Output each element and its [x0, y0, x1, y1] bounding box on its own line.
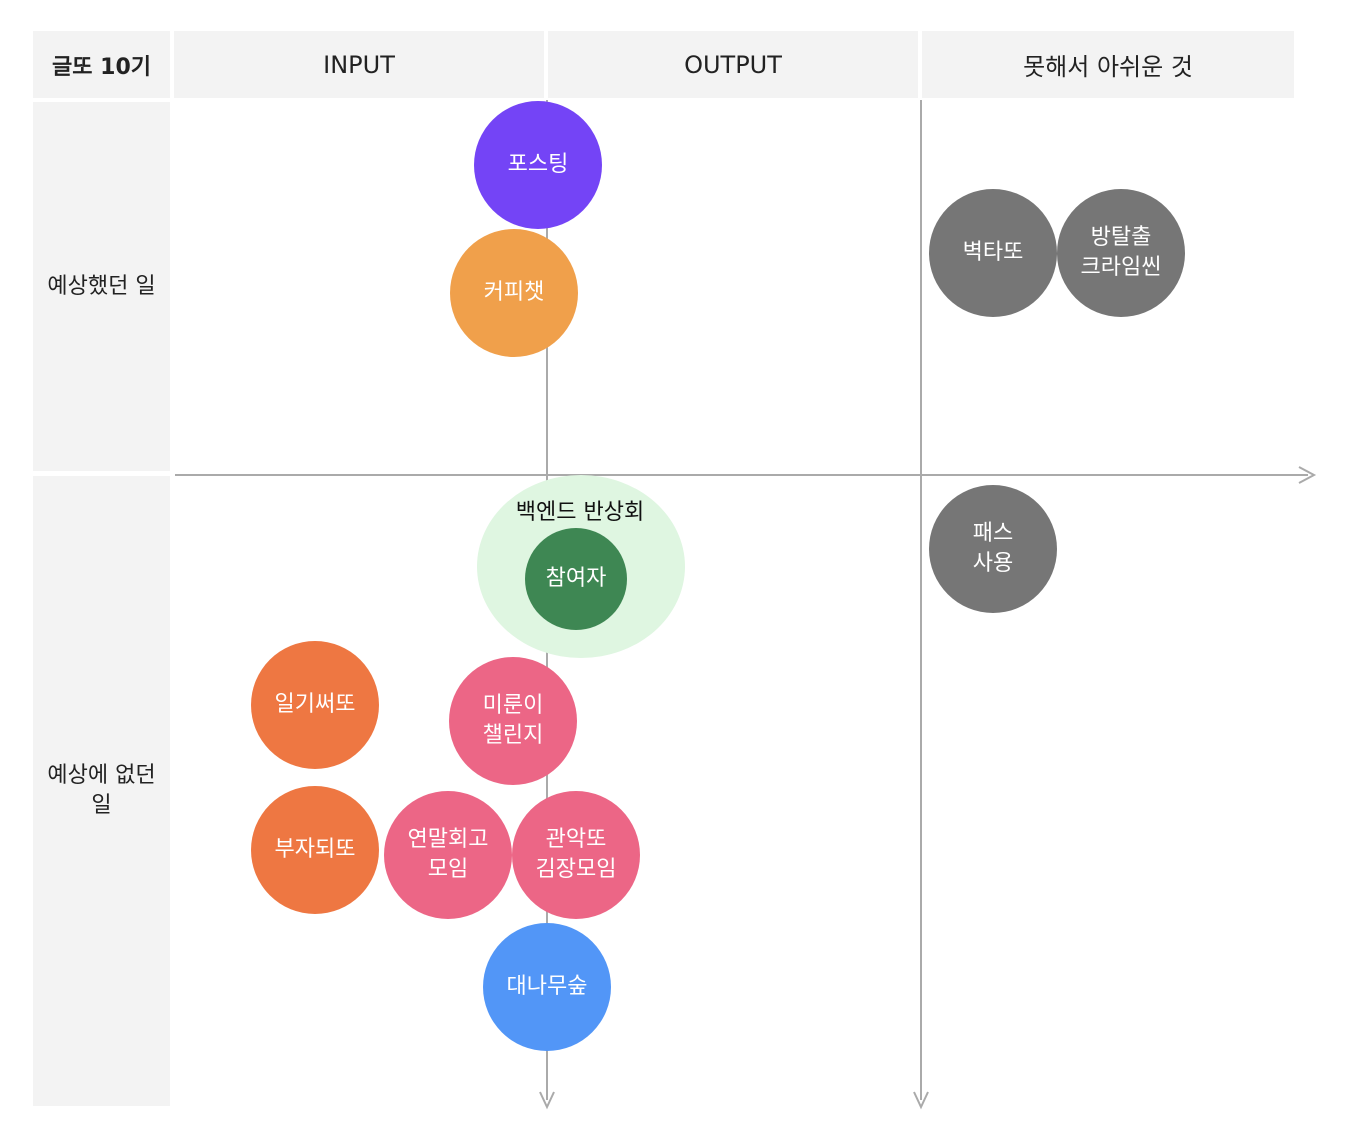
row-header-expected: 예상했던 일 [33, 102, 170, 471]
bubble-participant: 참여자 [525, 528, 627, 630]
bubble-gwanak-kimchi: 관악또 김장모임 [512, 791, 640, 919]
vertical-axis-input-arrow [539, 1091, 555, 1110]
corner-title: 글또 10기 [33, 31, 170, 98]
bubble-year-end-retro: 연말회고 모임 [384, 791, 512, 919]
horizontal-axis-arrow [1298, 466, 1317, 484]
bubble-rich: 부자되또 [251, 786, 379, 914]
bubble-procrastinator-challenge: 미룬이 챌린지 [449, 657, 577, 785]
bubble-diary: 일기써또 [251, 641, 379, 769]
column-header-regrets: 못해서 아쉬운 것 [922, 31, 1294, 98]
vertical-axis-output-arrow [913, 1091, 929, 1110]
backend-group-label: 백엔드 반상회 [515, 500, 645, 525]
bubble-posting: 포스팅 [474, 101, 602, 229]
bubble-coffee-chat: 커피챗 [450, 229, 578, 357]
bubble-escape-room: 방탈출 크라임씬 [1057, 189, 1185, 317]
bubble-byeoktatto: 벽타또 [929, 189, 1057, 317]
row-header-unexpected: 예상에 없던 일 [33, 476, 170, 1106]
column-header-output: OUTPUT [548, 31, 918, 98]
bubble-pass: 패스 사용 [929, 485, 1057, 613]
column-header-input: INPUT [174, 31, 544, 98]
bubble-bamboo-forest: 대나무숲 [483, 923, 611, 1051]
